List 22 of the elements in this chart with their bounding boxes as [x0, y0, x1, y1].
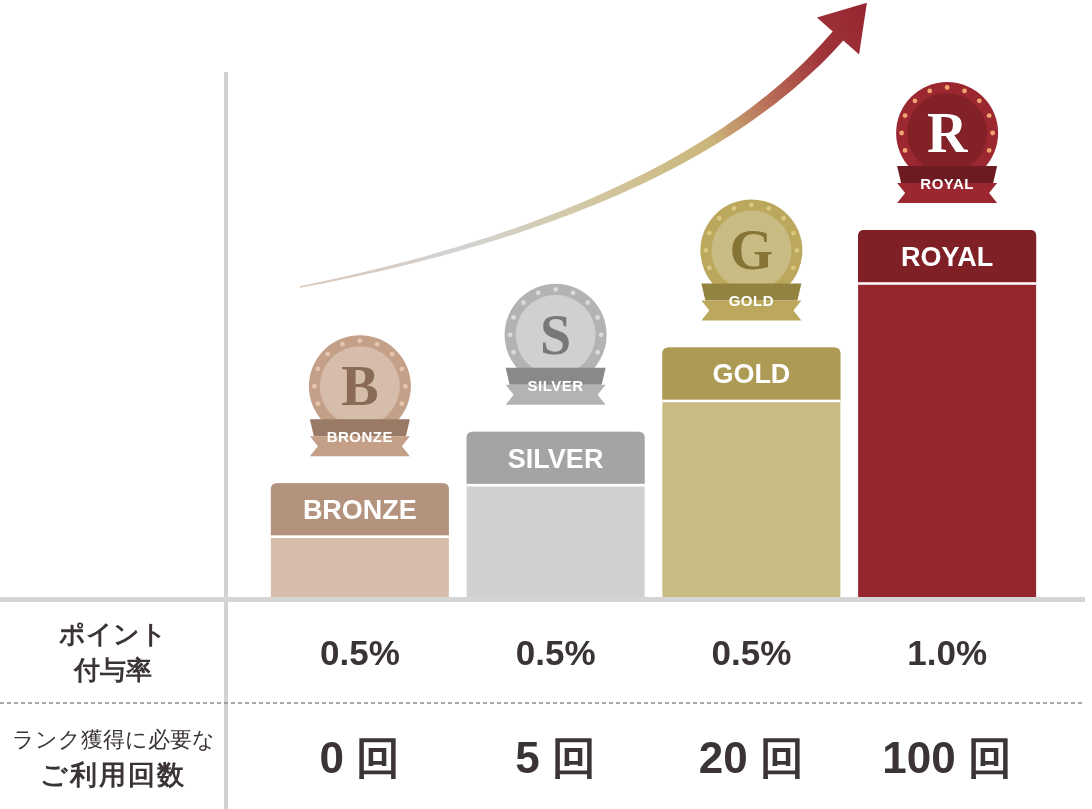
text: ポイント — [58, 619, 167, 649]
annotation: G — [729, 219, 774, 282]
text: 100 回 — [882, 733, 1012, 782]
text: 0.5% — [515, 633, 596, 672]
text: 0.5% — [319, 633, 400, 672]
text: ご利用回数 — [40, 760, 186, 790]
text: 1.0% — [907, 633, 988, 672]
text: 20 回 — [698, 733, 804, 782]
annotation: GOLD — [712, 359, 791, 390]
text: 0 回 — [319, 733, 401, 782]
annotation: SILVER — [527, 376, 584, 394]
annotation: SILVER — [507, 443, 604, 474]
annotation: GOLD — [728, 292, 775, 310]
text: 付与率 — [73, 655, 152, 685]
annotation: BRONZE — [326, 428, 394, 446]
annotation: ROYAL — [901, 242, 994, 272]
annotation: BRONZE — [302, 495, 417, 526]
annotation: B — [341, 355, 379, 418]
annotation: S — [540, 303, 572, 366]
text: 0.5% — [711, 633, 792, 672]
text: 5 回 — [515, 733, 596, 782]
text: ランク獲得に必要な — [11, 727, 215, 752]
